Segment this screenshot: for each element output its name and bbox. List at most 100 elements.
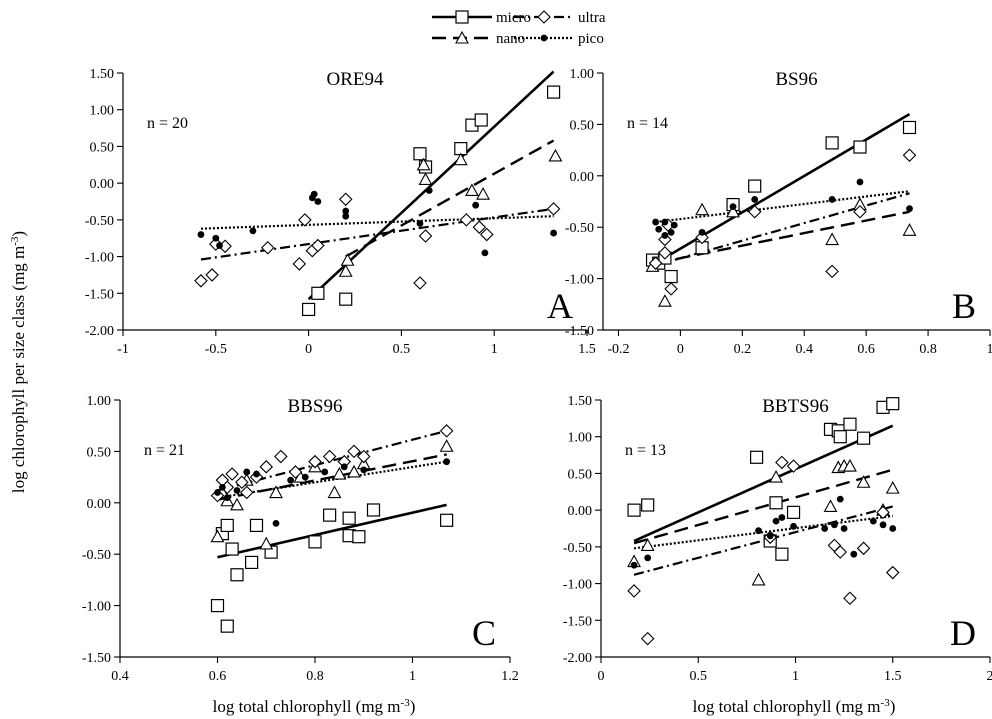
point-nano <box>269 485 283 499</box>
x-tick-label: 0.8 <box>919 342 937 357</box>
point-pico <box>828 196 836 203</box>
y-tick-label: 1.50 <box>568 394 593 409</box>
point-nano <box>885 480 900 494</box>
point-nano <box>338 264 353 277</box>
point-pico <box>216 242 223 249</box>
point-nano <box>416 157 431 171</box>
point-ultra <box>259 460 274 474</box>
point-nano <box>843 458 857 472</box>
x-tick-label: 0 <box>305 342 312 357</box>
point-micro <box>902 120 917 135</box>
x-axis-label-left: log total chlorophyll (mg m-3) <box>213 697 416 716</box>
x-tick-label: 1.2 <box>501 669 519 684</box>
panel-title: ORE94 <box>327 69 385 90</box>
point-ultra <box>274 449 288 464</box>
y-tick-label: 0.00 <box>568 504 593 519</box>
point-ultra <box>695 230 709 245</box>
y-tick-label: 1.00 <box>570 67 595 82</box>
point-nano <box>769 469 783 483</box>
point-pico <box>655 225 663 233</box>
x-tick-label: 0.6 <box>209 669 227 684</box>
panel-letter: A <box>547 286 573 326</box>
point-micro <box>786 505 801 519</box>
point-nano <box>548 148 563 162</box>
y-tick-label: 0.00 <box>570 170 595 185</box>
point-ultra <box>640 631 655 646</box>
point-nano <box>726 204 740 218</box>
point-pico <box>443 458 451 466</box>
point-ultra <box>308 454 322 469</box>
point-micro <box>311 286 325 300</box>
point-ultra <box>856 541 871 556</box>
point-pico <box>249 227 257 235</box>
point-micro <box>339 292 353 306</box>
point-pico <box>272 519 280 527</box>
point-pico <box>287 476 295 484</box>
point-micro <box>220 619 234 633</box>
legend-marker-nano <box>455 30 469 44</box>
point-micro <box>641 498 655 512</box>
point-pico <box>630 561 638 569</box>
point-micro <box>323 508 337 522</box>
panel-c: -1.50 -1.00 -0.50 0.00 0.50 1.00 0.4 0.6 0.8 1 1.2… <box>82 394 519 684</box>
point-nano <box>439 439 454 452</box>
y-tick-label: 0.00 <box>90 177 115 192</box>
fit-line-ultra <box>655 192 910 267</box>
point-ultra <box>479 227 494 242</box>
point-micro <box>230 568 244 582</box>
point-pico <box>729 203 737 211</box>
panel-title: BS96 <box>775 69 817 90</box>
point-ultra <box>885 565 900 580</box>
x-tick-label: 0.5 <box>393 342 411 357</box>
point-pico <box>472 201 480 209</box>
legend: micro ultra nano pico <box>432 10 606 47</box>
point-pico <box>831 521 838 529</box>
point-pico <box>755 527 762 535</box>
point-pico <box>821 525 829 532</box>
legend-marker-ultra <box>537 10 551 24</box>
point-micro <box>769 496 783 510</box>
point-pico <box>644 554 652 562</box>
y-tick-label: -0.50 <box>563 541 592 556</box>
point-micro <box>245 555 259 570</box>
point-nano <box>657 294 672 307</box>
point-pico <box>869 517 877 525</box>
point-ultra <box>347 444 361 459</box>
point-ultra <box>338 192 353 207</box>
point-ultra <box>833 545 848 559</box>
point-ultra <box>853 205 867 219</box>
y-tick-label: 0.50 <box>568 467 593 482</box>
point-nano <box>856 475 871 488</box>
point-nano <box>230 497 244 511</box>
legend-label-pico: pico <box>578 31 604 47</box>
x-tick-label: 1 <box>409 669 416 684</box>
panel-letter: B <box>952 286 976 326</box>
y-tick-label: 0.50 <box>570 118 595 133</box>
point-pico <box>840 525 848 532</box>
point-ultra <box>298 213 312 227</box>
point-nano <box>640 538 655 551</box>
panel-d: -2.00 -1.50 -1.00 -0.50 0.00 0.50 1.00 1.50 0 0.5… <box>563 394 992 684</box>
point-ultra <box>311 238 325 253</box>
fit-line-pico <box>217 460 447 499</box>
x-tick-label: 1 <box>491 342 498 357</box>
point-micro <box>474 113 488 127</box>
panel-title: BBTS96 <box>762 396 829 417</box>
point-micro <box>342 511 356 525</box>
point-pico <box>652 218 660 226</box>
point-ultra <box>239 485 254 500</box>
point-pico <box>314 198 322 205</box>
x-tick-label: 0 <box>677 342 684 357</box>
n-label: n = 20 <box>147 115 188 132</box>
point-nano <box>902 223 917 236</box>
fit-line-nano <box>217 453 447 501</box>
point-nano <box>327 485 342 499</box>
y-tick-label: -1.00 <box>563 578 592 593</box>
x-tick-label: 2 <box>987 669 992 684</box>
point-pico <box>698 228 706 236</box>
point-pico <box>340 463 348 471</box>
point-micro <box>210 598 225 613</box>
point-micro <box>886 397 900 411</box>
point-ultra <box>876 505 890 520</box>
y-tick-label: -1.50 <box>565 324 594 339</box>
